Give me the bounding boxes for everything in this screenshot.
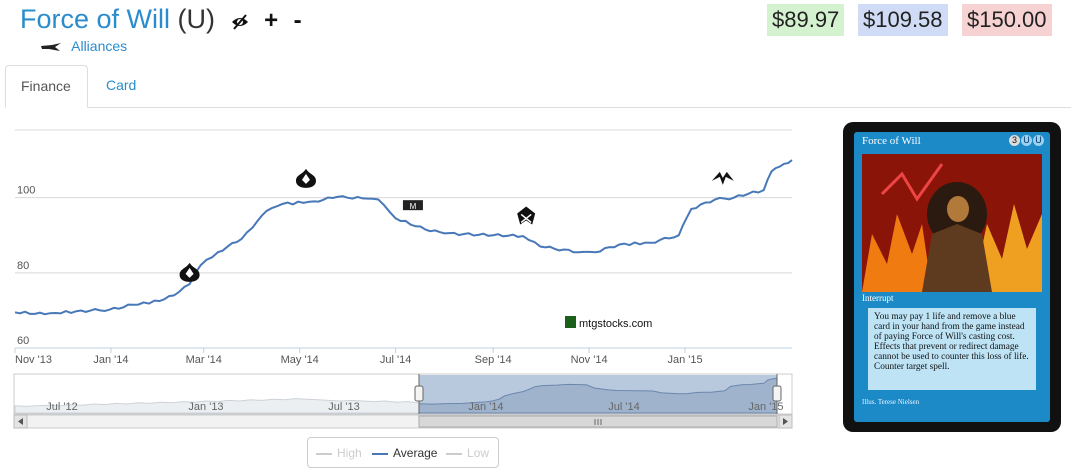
- x-tick-label: Sep '14: [475, 354, 512, 366]
- eye-slash-icon[interactable]: [231, 4, 249, 38]
- legend-item-high[interactable]: High: [316, 446, 362, 460]
- legend-label-low: Low: [467, 446, 490, 460]
- chart-legend: High Average Low: [307, 437, 499, 468]
- khans-of-tarkir-set-icon: [517, 206, 536, 225]
- alliances-set-icon: [41, 43, 61, 52]
- x-tick-label: May '14: [281, 354, 319, 366]
- card-art: [862, 154, 1042, 292]
- x-tick-label: Nov '14: [571, 354, 608, 366]
- mana-symbol: U: [1021, 135, 1032, 146]
- set-line: Alliances: [40, 38, 127, 54]
- m15-set-icon: M: [402, 200, 423, 211]
- legend-item-low[interactable]: Low: [446, 446, 489, 460]
- x-tick-label: Nov '13: [15, 354, 52, 366]
- y-tick-label: 100: [17, 185, 35, 197]
- card-title: Force of Will (U) + -: [20, 2, 302, 38]
- legend-item-average[interactable]: Average: [372, 446, 437, 460]
- x-tick-label: Mar '14: [186, 354, 222, 366]
- navigator[interactable]: Jul '12 Jan '13 Jul '13 Jan '14 Jul '14 Jan '…: [13, 373, 793, 415]
- x-tick-label: Jan '15: [667, 354, 702, 366]
- card-rarity: (U): [177, 4, 216, 34]
- fate-reforged-set-icon: [711, 171, 734, 185]
- low-price-badge: $89.97: [767, 4, 845, 36]
- card-artist: Illus. Terese Nielsen: [862, 398, 920, 406]
- set-release-markers: M: [179, 168, 734, 282]
- watermark-text: mtgstocks.com: [579, 318, 652, 330]
- high-price-badge: $150.00: [962, 4, 1052, 36]
- legend-label-average: Average: [393, 446, 438, 460]
- navigator-area-history: [14, 398, 420, 414]
- plus-icon[interactable]: +: [264, 7, 279, 34]
- born-of-the-gods-set-icon: [179, 262, 200, 282]
- price-chart: 60 80 100 Nov '13 Jan '14 Mar '14 May '14 Jul …: [13, 129, 793, 429]
- navigator-handle-right[interactable]: [772, 385, 782, 402]
- journey-into-nyx-set-icon: [295, 168, 316, 188]
- scrollbar-grip-icon: [594, 419, 602, 425]
- navigator-tick-label: Jul '12: [46, 401, 77, 413]
- x-tick-label: Jul '14: [380, 354, 411, 366]
- set-name-link[interactable]: Alliances: [71, 38, 128, 54]
- y-axis-labels: 60 80 100: [17, 185, 35, 347]
- scroll-right-arrow-icon: [783, 418, 788, 425]
- mana-symbol: 3: [1009, 135, 1020, 146]
- x-axis-labels: Nov '13 Jan '14 Mar '14 May '14 Jul '14 Sep '…: [14, 348, 703, 366]
- y-tick-label: 60: [17, 335, 29, 347]
- minus-icon[interactable]: -: [293, 7, 302, 34]
- x-tick-label: Jan '14: [93, 354, 128, 366]
- navigator-tick-label: Jan '15: [748, 401, 783, 413]
- card-name: Force of Will: [20, 4, 171, 34]
- chart-grid: [15, 129, 792, 349]
- navigator-tick-label: Jul '13: [328, 401, 359, 413]
- scroll-left-arrow-icon: [18, 418, 23, 425]
- series-line-average: [14, 159, 793, 316]
- tab-bar: Finance Card: [5, 65, 1071, 108]
- svg-text:M: M: [410, 202, 417, 211]
- navigator-axis-labels: Jul '12 Jan '13 Jul '13 Jan '14 Jul '14 Jan '…: [46, 401, 783, 413]
- navigator-handle-left[interactable]: [414, 385, 424, 402]
- tab-finance[interactable]: Finance: [5, 65, 88, 108]
- y-tick-label: 80: [17, 260, 29, 272]
- navigator-tick-label: Jan '14: [468, 401, 503, 413]
- average-price-badge: $109.58: [858, 4, 948, 36]
- navigator-area-selected: [418, 377, 778, 414]
- navigator-tick-label: Jul '14: [608, 401, 639, 413]
- legend-label-high: High: [337, 446, 362, 460]
- card-rules-text: You may pay 1 life and remove a blue car…: [868, 308, 1036, 390]
- card-type-line: Interrupt: [862, 293, 894, 303]
- scrollbar[interactable]: [13, 414, 793, 429]
- watermark: mtgstocks.com: [565, 316, 652, 330]
- card-image-name: Force of Will: [862, 135, 921, 147]
- mana-symbol: U: [1033, 135, 1044, 146]
- tab-card[interactable]: Card: [106, 77, 137, 93]
- navigator-tick-label: Jan '13: [188, 401, 223, 413]
